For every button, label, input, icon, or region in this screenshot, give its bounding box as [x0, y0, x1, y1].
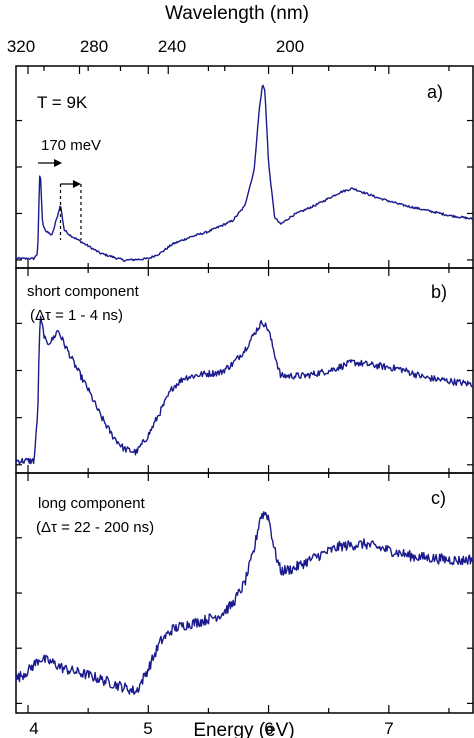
top-axis-title: Wavelength (nm) [165, 3, 309, 24]
spectrum-line-panel-c [15, 511, 474, 695]
panel-c-label: c) [431, 488, 446, 508]
panel-b-title: short component [27, 283, 140, 300]
x-tick-label: 4 [29, 719, 38, 738]
arrow-head [72, 180, 81, 188]
panel-a-temperature: T = 9K [37, 93, 88, 112]
x-tick-label: 5 [143, 719, 152, 738]
panel-c-subtitle: (Δτ = 22 - 200 ns) [36, 519, 154, 536]
spectrum-line-panel-a [15, 84, 474, 263]
top-tick-label: 320 [7, 37, 35, 56]
panel-a-label: a) [427, 82, 443, 102]
panel-b-subtitle: (Δτ = 1 - 4 ns) [30, 307, 123, 324]
top-tick-label: 200 [276, 37, 304, 56]
x-tick-label: 7 [384, 719, 393, 738]
energy-shift-arrows [38, 159, 82, 240]
spectrum-line-panel-b [15, 315, 474, 465]
x-axis-title: Energy (eV) [193, 720, 294, 738]
spectra [15, 84, 474, 695]
arrow-label-170mev: 170 meV [41, 137, 101, 154]
arrow-head [54, 159, 63, 167]
top-tick-label: 280 [80, 37, 108, 56]
axis-ticks [16, 66, 473, 713]
panel-c-title: long component [38, 495, 146, 512]
top-tick-label: 240 [158, 37, 186, 56]
x-tick-label: 6 [264, 719, 273, 738]
panel-b-label: b) [431, 282, 447, 302]
